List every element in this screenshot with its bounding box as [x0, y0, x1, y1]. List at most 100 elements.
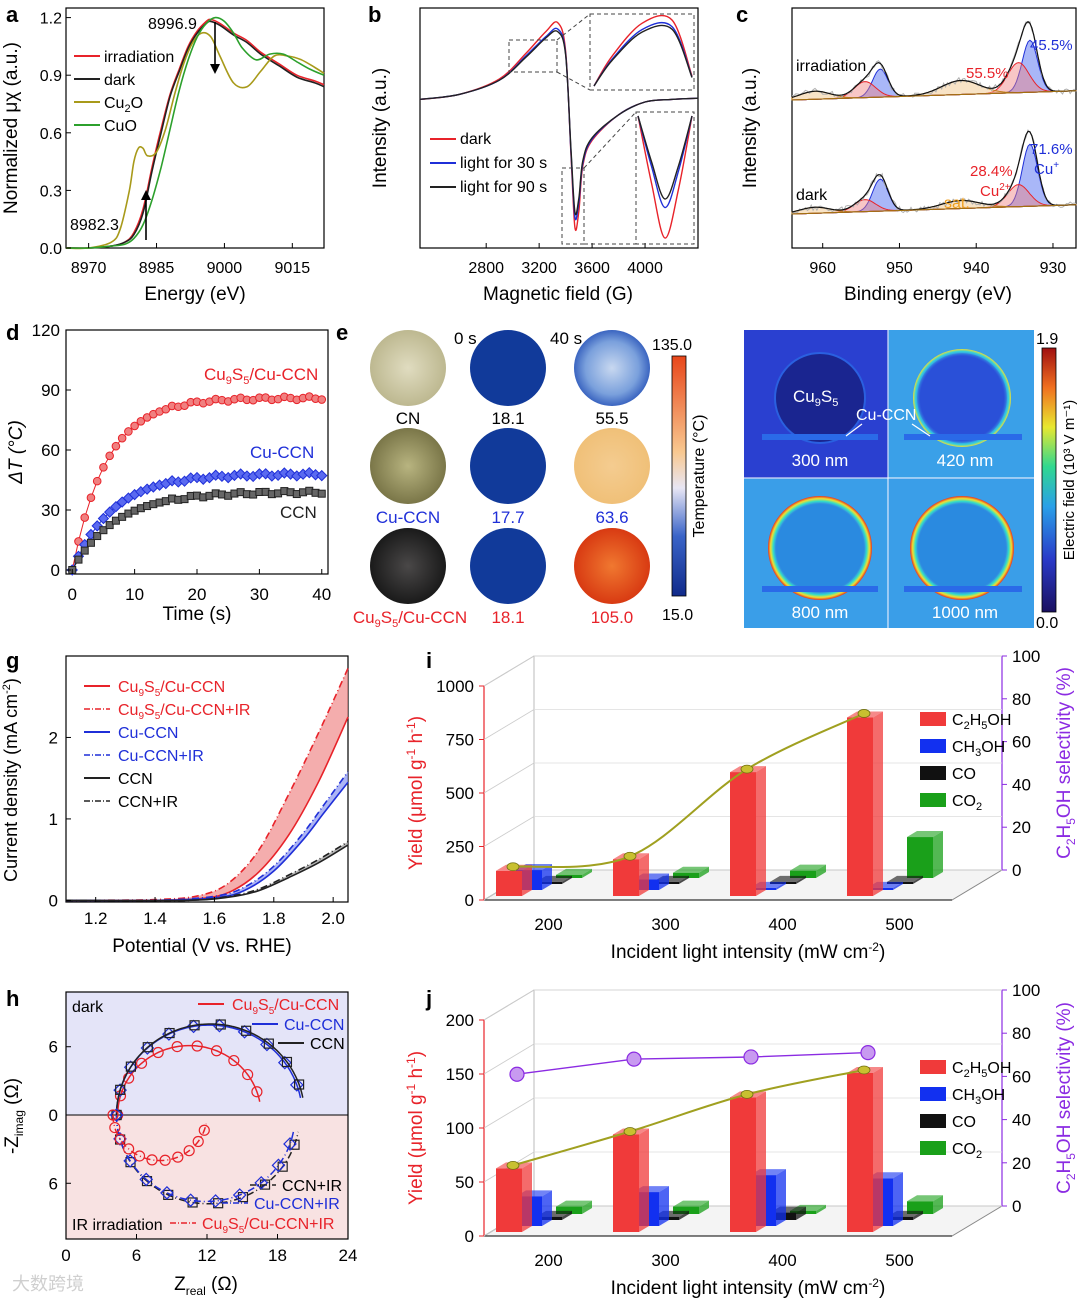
field-map-800nm [744, 479, 888, 628]
label-dark: dark [72, 999, 104, 1016]
x-tick-label: 2800 [468, 260, 504, 277]
bar-side [659, 873, 669, 890]
x-tick-label: 1.6 [203, 909, 227, 928]
y-tick-label: 1.2 [40, 11, 62, 28]
x-tick-label: 400 [768, 915, 796, 934]
selectivity-line [516, 1051, 869, 1075]
marker-point [183, 1145, 195, 1157]
marker-point [293, 1079, 305, 1090]
thermal-cn-40s [574, 330, 650, 406]
y-axis-label: Yield (μmol g-1 h-1) [404, 716, 427, 870]
marker-point [208, 1194, 223, 1208]
marker-point [99, 526, 108, 535]
yield-curve [512, 1069, 865, 1167]
marker-point [159, 1154, 171, 1166]
bar-side [913, 875, 923, 884]
zoom-box-peak [508, 39, 558, 73]
arrow-up-head [141, 190, 151, 200]
thermal-cn-0s [470, 330, 546, 406]
bar-C2H5OH [847, 1073, 873, 1232]
x-tick-label: 500 [885, 1251, 913, 1270]
bar-side [679, 875, 689, 884]
marker-point [92, 476, 102, 486]
x-tick-label: 12 [198, 1246, 217, 1265]
fit-envelope [791, 130, 1077, 213]
legend-cu9s5: Cu9S5/Cu-CCN [204, 365, 318, 387]
x-tick-label: 8985 [139, 260, 175, 277]
bar-top [556, 868, 592, 875]
band-fill [66, 841, 348, 901]
inset-peak-light-for-90-s [593, 24, 693, 87]
bar-side [542, 1190, 552, 1226]
x-tick-label: 1.4 [143, 909, 167, 928]
legend-cu9s5-ir: Cu9S5/Cu-CCN+IR [118, 702, 250, 722]
temp-cn-40s: 55.5 [595, 409, 628, 428]
panel-i-yield: 0 250 500 750 1000 0 20 40 60 80 100 200 300 400 500 C2… [404, 647, 1078, 963]
bar-side [756, 1091, 766, 1232]
colorbar-min: 15.0 [662, 607, 693, 624]
marker-point [123, 1072, 135, 1084]
panel-label-c: c [736, 2, 748, 27]
legend-cuo: CuO [104, 118, 137, 135]
marker-point [289, 1139, 300, 1150]
legend-cu-ccn: Cu-CCN [250, 443, 314, 462]
panel-g-xlabel: Potential (V vs. RHE) [112, 936, 292, 957]
x-tick-label: 3200 [521, 260, 557, 277]
marker-point [80, 546, 89, 555]
bar-side [522, 1162, 532, 1232]
marker-point [133, 1150, 146, 1162]
selectivity-marker [509, 1066, 525, 1082]
series-cuo [65, 16, 325, 249]
legend-cu9s5-ir: Cu9S5/Cu-CCN+IR [202, 1216, 334, 1236]
inset-peak-dark [593, 14, 693, 87]
marker-point [228, 1054, 240, 1067]
y2-tick-label: 0 [1012, 861, 1021, 880]
marker-point [164, 1027, 175, 1039]
marker-point [74, 555, 83, 564]
marker-point [198, 1124, 210, 1136]
y-tick-label: 250 [446, 838, 474, 857]
legend-light30: light for 30 s [460, 155, 547, 172]
y2-axis-label: C2H5OH selectivity (%) [1054, 1002, 1078, 1194]
panel-c-series [791, 20, 1077, 215]
bar-side [756, 766, 766, 896]
y2-tick-label: 100 [1012, 647, 1040, 666]
panel-b-legend: dark light for 30 s light for 90 s [430, 131, 547, 196]
marker-point [189, 1020, 200, 1031]
marker-point [115, 1084, 126, 1095]
fit-baseline [791, 90, 1077, 101]
bar-side [699, 866, 709, 878]
marker-point [251, 1086, 263, 1098]
label-cu-ccn: Cu-CCN [376, 508, 440, 527]
temp-cu-ccn-40s: 63.6 [595, 508, 628, 527]
zoom-line [583, 111, 637, 169]
label-irradiation: irradiation [796, 58, 866, 75]
label-dark: dark [796, 187, 828, 204]
bar-side [582, 868, 592, 878]
photo-cu-ccn [370, 428, 446, 504]
marker-point [114, 1133, 126, 1145]
y2-tick-label: 60 [1012, 733, 1031, 752]
field-colorbar-min: 0.0 [1036, 615, 1058, 632]
panel-b-xlabel: Magnetic field (G) [483, 284, 633, 305]
field-map-300nm [744, 330, 888, 478]
y-tick-label: 0 [51, 561, 60, 580]
annot-71-6: 71.6% [1030, 141, 1073, 158]
curve-marker [623, 851, 637, 861]
photo-cu9s5 [370, 528, 446, 604]
panel-h-eis: 0 6 12 18 24 6 0 6 dark IR irradiation Cu9S5/Cu… [2, 991, 357, 1298]
marker-point [192, 1135, 204, 1148]
panel-b-frame [419, 7, 699, 249]
bar-top [673, 866, 709, 873]
grid-line [483, 1043, 535, 1075]
y-tick-label: 30 [41, 501, 60, 520]
marker-point [215, 1019, 226, 1030]
x-tick-label: 4000 [627, 260, 663, 277]
y-tick-label: 200 [446, 1011, 474, 1030]
zoom-line [556, 13, 591, 41]
panel-g-legend: Cu9S5/Cu-CCN Cu9S5/Cu-CCN+IR Cu-CCN Cu-C… [84, 679, 250, 811]
series-dark [419, 21, 699, 231]
label-sat: sat. [944, 195, 970, 212]
